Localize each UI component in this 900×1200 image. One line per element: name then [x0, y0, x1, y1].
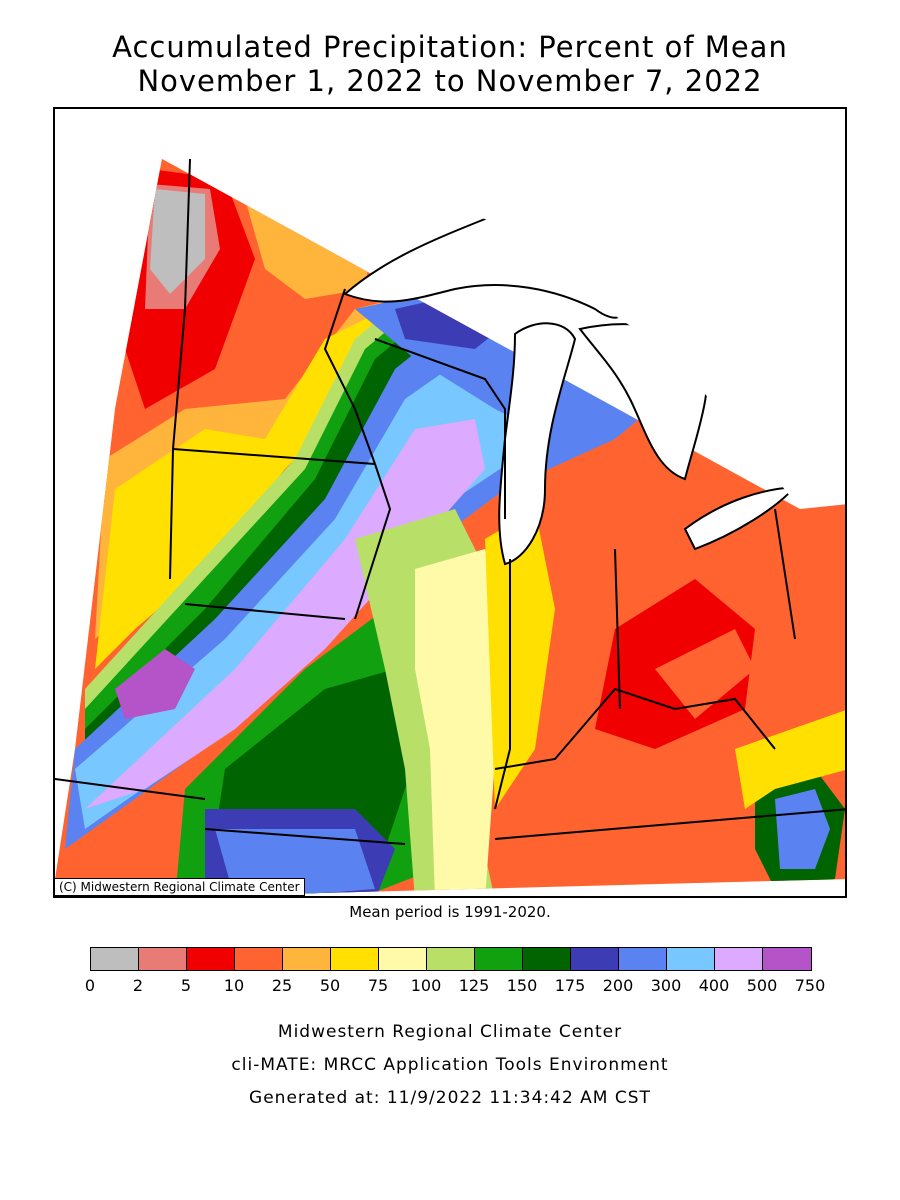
footer-generated: Generated at: 11/9/2022 11:34:42 AM CST	[249, 1088, 651, 1108]
legend-swatch	[331, 948, 379, 970]
legend-tick-label: 10	[223, 976, 245, 995]
legend-tick-label: 75	[367, 976, 389, 995]
mean-period-note: Mean period is 1991-2020.	[349, 903, 551, 921]
border-wi-mi	[374, 338, 506, 519]
border-ky-tn	[494, 808, 845, 840]
legend-tick-label: 100	[410, 976, 442, 995]
map-canvas	[55, 109, 845, 896]
legend-swatch	[475, 948, 523, 970]
legend-swatch	[187, 948, 235, 970]
lake-michigan	[498, 322, 577, 566]
legend-tick-label: 125	[458, 976, 490, 995]
border-in-oh	[614, 548, 621, 710]
map-credit: (C) Midwestern Regional Climate Center	[54, 878, 305, 896]
footer-tool: cli-MATE: MRCC Application Tools Environ…	[231, 1055, 669, 1075]
legend-tick-label: 200	[602, 976, 634, 995]
legend-swatch	[715, 948, 763, 970]
map-date-range: November 1, 2022 to November 7, 2022	[137, 64, 763, 98]
legend-swatch	[763, 948, 811, 970]
border-oh-pa	[774, 508, 796, 640]
legend-swatch	[91, 948, 139, 970]
legend-tick-label: 750	[794, 976, 826, 995]
legend-swatch	[283, 948, 331, 970]
border-mo-ar	[204, 828, 406, 845]
border-ne-ks	[55, 778, 206, 800]
border-ia-il	[354, 463, 392, 620]
legend-tick-label: 0	[84, 976, 96, 995]
legend-swatch	[667, 948, 715, 970]
border-mn-wi	[323, 288, 376, 465]
precipitation-map	[53, 107, 847, 898]
legend-tick-label: 400	[698, 976, 730, 995]
state-borders	[55, 158, 845, 845]
legend-tick-label: 500	[746, 976, 778, 995]
legend-colorbar	[90, 947, 812, 971]
legend-tick-label: 150	[506, 976, 538, 995]
legend-swatch	[139, 948, 187, 970]
legend-swatch	[523, 948, 571, 970]
legend-swatch	[427, 948, 475, 970]
border-mn-ia	[172, 448, 376, 465]
map-title: Accumulated Precipitation: Percent of Me…	[112, 30, 788, 64]
legend-tick-label: 175	[554, 976, 586, 995]
legend-tick-label: 25	[271, 976, 293, 995]
legend-labels: 0 2 5 10 25 50 75 100 125 150 175 200 300 400 500 750	[0, 976, 900, 1000]
border-ohio-river	[494, 687, 776, 770]
legend-tick-label: 50	[319, 976, 341, 995]
legend-swatch	[235, 948, 283, 970]
legend-swatch	[571, 948, 619, 970]
footer-org: Midwestern Regional Climate Center	[277, 1022, 623, 1042]
legend-tick-label: 300	[650, 976, 682, 995]
legend-swatch	[379, 948, 427, 970]
border-il-in	[494, 559, 511, 810]
great-lakes	[343, 217, 798, 566]
border-nd-mn	[169, 158, 191, 580]
border-ia-mo	[184, 603, 346, 620]
legend-tick-label: 2	[132, 976, 144, 995]
legend-swatch	[619, 948, 667, 970]
legend-tick-label: 5	[180, 976, 192, 995]
